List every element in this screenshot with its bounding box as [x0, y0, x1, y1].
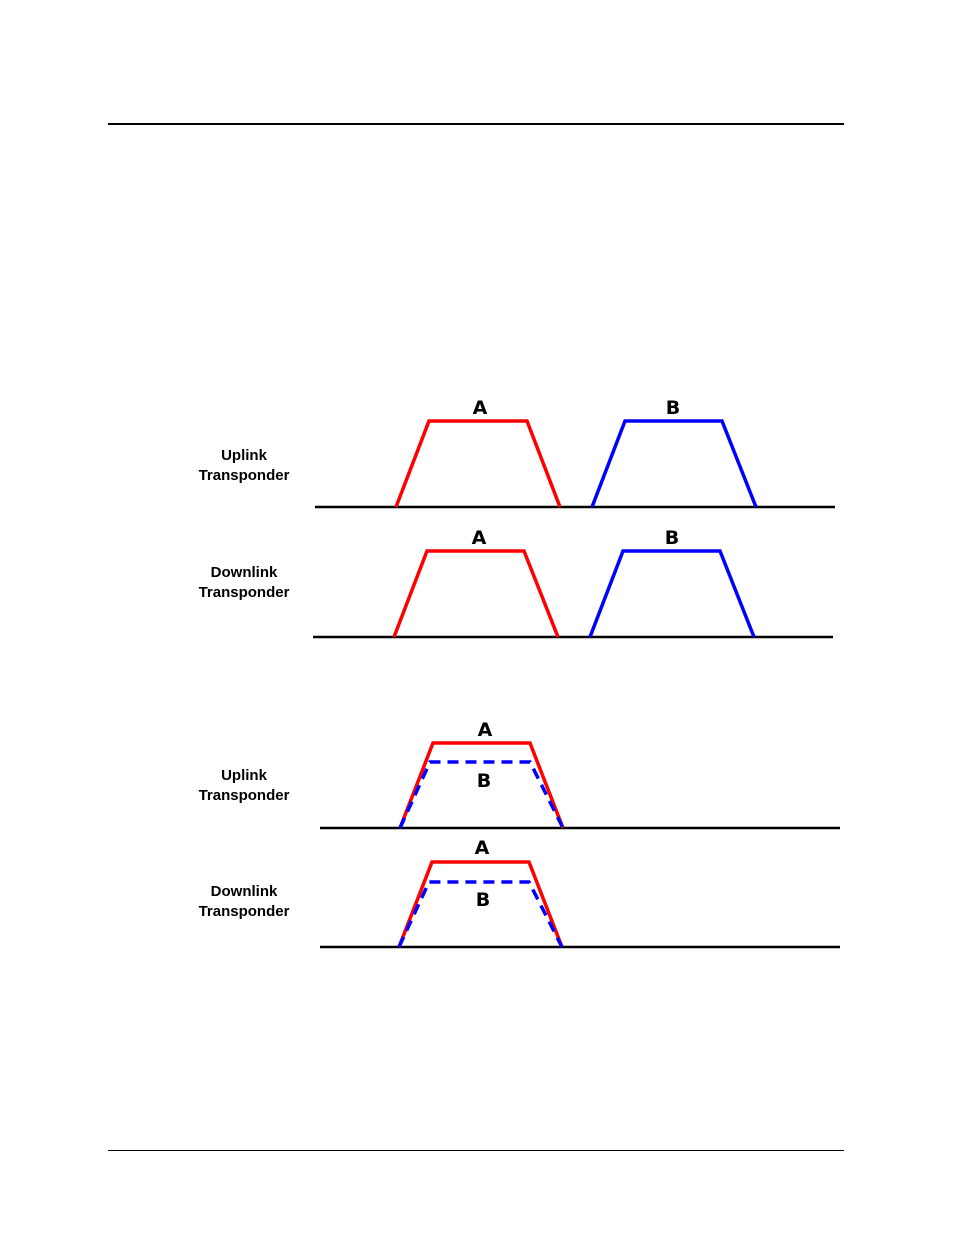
figure-bottom: Uplink Transponder A B Downlink Transpon…: [199, 719, 840, 949]
downlink-carrier-a: [397, 860, 564, 948]
downlink-carrier-b-label: B: [476, 889, 490, 911]
uplink-label-line1: Uplink: [221, 447, 267, 464]
header-rule: [108, 123, 844, 125]
uplink-label-line2: Transponder: [199, 467, 290, 484]
uplink-carrier-a: [398, 741, 565, 829]
downlink-label-line1: Downlink: [211, 564, 278, 581]
uplink-row-bottom: Uplink Transponder A B: [199, 719, 840, 830]
uplink-carrier-a-label: A: [478, 719, 493, 741]
downlink-label-line2: Transponder: [199, 903, 290, 920]
downlink-carrier-a: [392, 549, 560, 638]
uplink-carrier-b-label: B: [477, 770, 491, 792]
downlink-row-bottom: Downlink Transponder A B: [199, 837, 840, 949]
downlink-carrier-b: [588, 549, 756, 638]
uplink-label-line1: Uplink: [221, 767, 267, 784]
uplink-carrier-b: [398, 760, 565, 829]
downlink-row-top: Downlink Transponder A B: [199, 527, 833, 639]
footer-rule: [108, 1150, 844, 1151]
downlink-label-line1: Downlink: [211, 883, 278, 900]
downlink-label-line2: Transponder: [199, 584, 290, 601]
uplink-carrier-b-label: B: [666, 397, 680, 419]
uplink-carrier-a-label: A: [473, 397, 488, 419]
downlink-carrier-b-label: B: [665, 527, 679, 549]
uplink-row-top: Uplink Transponder A B: [199, 397, 835, 509]
uplink-carrier-b: [590, 419, 758, 508]
downlink-carrier-a-label: A: [475, 837, 490, 859]
downlink-carrier-b: [397, 880, 564, 948]
uplink-carrier-a: [394, 419, 562, 508]
downlink-carrier-a-label: A: [472, 527, 487, 549]
uplink-label-line2: Transponder: [199, 787, 290, 804]
figure-top: Uplink Transponder A B Downlink Transpon…: [199, 397, 835, 639]
